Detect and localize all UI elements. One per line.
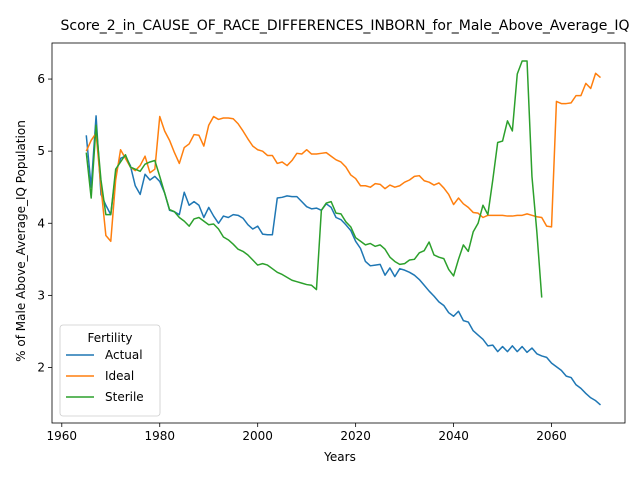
y-axis-label: % of Male Above_Average_IQ Population: [14, 120, 28, 362]
x-axis-label: Years: [323, 450, 356, 464]
y-tick-label: 6: [37, 72, 45, 86]
x-tick-label: 2040: [438, 429, 469, 443]
x-tick-label: 2020: [340, 429, 371, 443]
series-line-sterile: [85, 60, 543, 298]
x-tick-label: 2060: [536, 429, 567, 443]
legend: Fertility Actual Ideal Sterile: [59, 324, 161, 417]
x-tick-label: 1960: [47, 429, 78, 443]
x-tick-label: 1980: [144, 429, 175, 443]
y-tick-label: 2: [37, 360, 45, 374]
y-tick-label: 3: [37, 288, 45, 302]
legend-entries: Actual Ideal Sterile: [66, 348, 144, 404]
x-axis-ticks: 1960 1980 2000 2020 2040 2060: [47, 423, 567, 443]
chart-title: Score_2_in_CAUSE_OF_RACE_DIFFERENCES_INB…: [61, 18, 630, 34]
legend-label-actual: Actual: [105, 348, 143, 362]
y-tick-label: 5: [37, 144, 45, 158]
plot-area: 1960 1980 2000 2020 2040 2060 2 3 4 5 6: [37, 42, 626, 443]
series-line-ideal: [85, 72, 602, 243]
axes-frame: [51, 42, 626, 424]
y-tick-label: 4: [37, 216, 45, 230]
series-layer: [85, 60, 602, 406]
x-tick-label: 2000: [242, 429, 273, 443]
legend-label-ideal: Ideal: [105, 369, 134, 383]
legend-title: Fertility: [87, 331, 132, 345]
legend-label-sterile: Sterile: [105, 390, 144, 404]
y-axis-ticks: 2 3 4 5 6: [37, 72, 52, 374]
legend-frame: [59, 324, 161, 417]
